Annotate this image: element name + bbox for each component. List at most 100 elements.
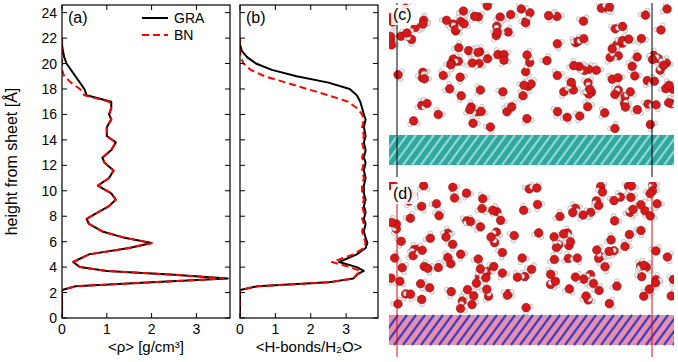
y-tick (373, 114, 378, 115)
oxygen (618, 22, 627, 31)
oxygen (510, 231, 519, 240)
y-tick (373, 216, 378, 217)
oxygen (442, 233, 451, 242)
x-tick-label: 0 (58, 321, 66, 337)
oxygen (533, 200, 542, 209)
y-tick (240, 88, 245, 89)
y-tick (240, 12, 245, 13)
snapshot: (c) (349, 0, 678, 177)
snapshot-bg (389, 182, 674, 357)
y-tick (225, 12, 230, 13)
oxygen (446, 60, 455, 69)
y-tick (62, 190, 67, 191)
y-tick (225, 292, 230, 293)
oxygen (598, 188, 607, 197)
oxygen (546, 270, 555, 279)
oxygen (389, 32, 395, 41)
oxygen (657, 26, 666, 35)
oxygen (459, 7, 468, 16)
oxygen (518, 254, 527, 263)
oxygen (483, 54, 492, 63)
oxygen (504, 28, 513, 37)
snapshot-art (389, 3, 674, 177)
y-tick (62, 267, 67, 268)
x-axis-title: <H-bonds/H₂O> (256, 338, 363, 355)
oxygen (496, 13, 505, 22)
oxygen (458, 297, 467, 306)
profile-line (62, 38, 223, 318)
y-tick (62, 38, 67, 39)
sheet-bond (673, 315, 674, 345)
oxygen (498, 248, 507, 257)
oxygen (652, 247, 661, 256)
y-tick (62, 292, 67, 293)
oxygen (406, 290, 415, 299)
oxygen (621, 103, 630, 112)
sheet-bond (655, 315, 674, 345)
oxygen (474, 48, 483, 57)
oxygen (600, 109, 609, 118)
oxygen (498, 269, 507, 278)
oxygen (559, 230, 568, 239)
oxygen (553, 71, 562, 80)
oxygen (454, 43, 463, 52)
oxygen (389, 41, 396, 50)
oxygen (489, 206, 498, 215)
oxygen (500, 56, 509, 65)
y-tick (240, 241, 245, 242)
y-tick-label: 14 (41, 132, 57, 148)
oxygen (627, 182, 636, 190)
oxygen (586, 85, 595, 94)
y-tick-label: 16 (41, 106, 57, 122)
oxygen (552, 243, 561, 252)
oxygen (468, 300, 477, 309)
oxygen (607, 236, 616, 245)
oxygen (630, 72, 639, 81)
oxygen (646, 212, 655, 221)
y-tick (373, 318, 378, 319)
y-tick (225, 38, 230, 39)
y-tick (240, 216, 245, 217)
oxygen (543, 56, 552, 65)
x-tick (240, 5, 241, 10)
oxygen (406, 214, 415, 223)
oxygen (637, 272, 646, 281)
panel-label: (a) (68, 9, 88, 26)
oxygen (550, 255, 559, 264)
y-tick-label: 6 (49, 234, 57, 250)
oxygen (583, 102, 592, 111)
oxygen (466, 217, 475, 226)
oxygen (389, 274, 395, 283)
y-tick-label: 22 (41, 30, 57, 46)
oxygen (648, 55, 657, 64)
oxygen (435, 211, 444, 220)
x-tick-label: 1 (103, 321, 111, 337)
oxygen (403, 29, 412, 38)
oxygen (519, 206, 528, 215)
data-group (240, 38, 367, 318)
y-tick (240, 114, 245, 115)
x-tick (106, 5, 107, 10)
y-tick (62, 139, 67, 140)
oxygen (592, 66, 601, 75)
x-tick (62, 313, 63, 318)
data-group (62, 38, 228, 318)
oxygen (641, 11, 650, 20)
oxygen (659, 61, 668, 70)
label-patch (391, 5, 417, 25)
x-tick (310, 5, 311, 10)
oxygen (633, 105, 642, 114)
profile-line (240, 38, 367, 318)
y-tick (373, 38, 378, 39)
oxygen (534, 229, 543, 238)
oxygen (507, 103, 516, 112)
oxygen (521, 67, 530, 76)
oxygen (423, 99, 432, 108)
oxygen (513, 273, 522, 282)
oxygen (426, 234, 435, 243)
x-tick (275, 313, 276, 318)
oxygen (582, 292, 591, 301)
y-tick-label: 18 (41, 81, 57, 97)
oxygen (567, 78, 576, 87)
oxygen (640, 261, 649, 270)
